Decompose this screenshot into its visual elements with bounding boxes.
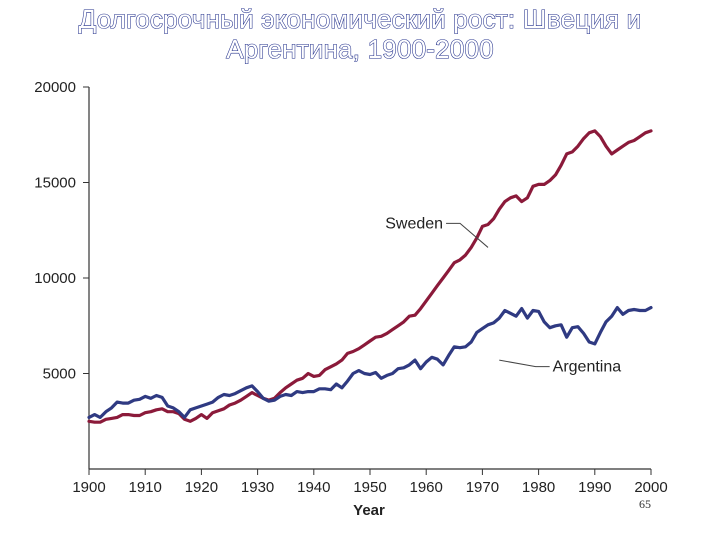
chart-axes: 5000 10000 15000 20000 1900 1910 1920 1930 1940 1… bbox=[34, 79, 667, 519]
title-line-2: Аргентина, 1900-2000 bbox=[226, 33, 494, 64]
x-tick-label: 1910 bbox=[129, 479, 162, 496]
series-line-sweden bbox=[87, 129, 653, 424]
series-label-sweden: Sweden bbox=[385, 215, 443, 232]
x-tick-label: 1920 bbox=[185, 479, 218, 496]
x-tick-label: 1930 bbox=[241, 479, 274, 496]
x-tick-label: 1980 bbox=[522, 479, 555, 496]
x-axis-title: Year bbox=[353, 502, 385, 519]
x-tick-label: 1900 bbox=[72, 479, 105, 496]
title-line-1: Долгосрочный экономический рост: Швеция … bbox=[78, 3, 642, 34]
slide-title: Долгосрочный экономический рост: Швеция … bbox=[0, 3, 720, 64]
page-number: 65 bbox=[639, 497, 651, 511]
y-tick-label: 20000 bbox=[34, 79, 76, 96]
x-tick-label: 1950 bbox=[353, 479, 386, 496]
leader-line-sweden bbox=[446, 222, 489, 248]
chart-labels: Sweden Argentina bbox=[385, 215, 621, 375]
series-label-argentina: Argentina bbox=[553, 359, 622, 376]
y-tick-label: 15000 bbox=[34, 175, 76, 192]
x-tick-label: 1940 bbox=[297, 479, 330, 496]
y-tick-label: 10000 bbox=[34, 270, 76, 287]
chart-series bbox=[87, 129, 653, 424]
y-tick-label: 5000 bbox=[43, 366, 76, 383]
x-tick-label: 1970 bbox=[466, 479, 499, 496]
x-tick-label: 2000 bbox=[634, 479, 667, 496]
x-tick-label: 1960 bbox=[410, 479, 443, 496]
leader-line-argentina bbox=[499, 359, 550, 368]
series-line-argentina bbox=[87, 306, 653, 419]
x-tick-label: 1990 bbox=[578, 479, 611, 496]
